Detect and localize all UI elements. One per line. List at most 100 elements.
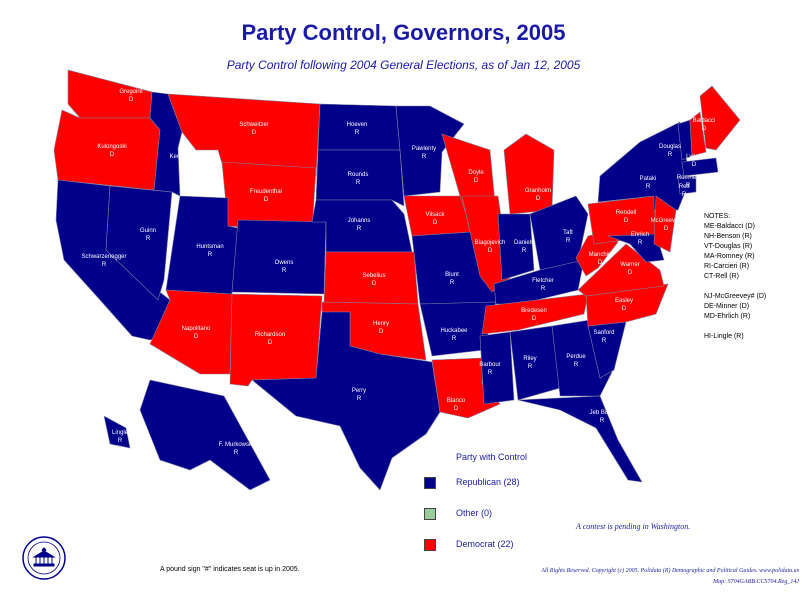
states-layer bbox=[53, 69, 741, 491]
state-label-az: Napolitano D bbox=[182, 326, 211, 340]
state-label-sd: Rounds R bbox=[348, 172, 369, 186]
governor-name: Hoeven bbox=[347, 122, 368, 128]
state-label-sc: Sanford R bbox=[593, 330, 614, 344]
state-label-ga: Perdue R bbox=[566, 354, 586, 368]
governor-name: Schweitzer bbox=[239, 122, 268, 128]
state-or bbox=[53, 109, 161, 191]
governor-party: R bbox=[102, 262, 107, 268]
state-tn bbox=[481, 293, 589, 335]
note-line bbox=[704, 282, 766, 292]
governor-name: Lingle bbox=[112, 430, 129, 436]
state-label-ar: Huckabee R bbox=[440, 328, 468, 342]
governor-party: R bbox=[146, 236, 151, 242]
governor-party: R bbox=[422, 154, 427, 160]
state-label-ks: Sebelius D bbox=[362, 273, 385, 287]
note-line: NH-Benson (R) bbox=[704, 233, 752, 240]
governor-name: Rell bbox=[679, 184, 689, 190]
governor-name: Bredesen bbox=[521, 308, 547, 314]
state-ny bbox=[597, 121, 691, 211]
governor-party: R bbox=[118, 438, 123, 444]
state-label-wv: Manchin D bbox=[589, 252, 612, 266]
governor-party: D bbox=[532, 316, 537, 322]
legend-label-republican: Republican (28) bbox=[456, 477, 520, 487]
governor-party: D bbox=[622, 306, 627, 312]
governor-name: Perdue bbox=[566, 354, 586, 360]
legend-swatch-other bbox=[424, 508, 436, 520]
state-oh bbox=[529, 195, 589, 271]
state-label-ny: Pataki R bbox=[640, 176, 657, 190]
governor-name: Riley bbox=[523, 356, 536, 362]
state-label-or: Kulongoski D bbox=[97, 144, 126, 158]
state-label-me: Baldacci D bbox=[693, 118, 716, 132]
governor-name: Sanford bbox=[593, 330, 614, 336]
state-label-il: Blagojevich D bbox=[475, 240, 506, 254]
governor-name: Rounds bbox=[348, 172, 369, 178]
governor-party: D bbox=[252, 130, 257, 136]
state-nj bbox=[653, 195, 677, 253]
governor-name: Napolitano bbox=[182, 326, 211, 332]
state-label-ms: Barbour R bbox=[479, 362, 500, 376]
note-line bbox=[704, 322, 766, 332]
governor-name: Blunt bbox=[445, 272, 459, 278]
governor-party: R bbox=[668, 152, 673, 158]
state-label-mn: Pawlenty R bbox=[412, 146, 436, 160]
state-label-oh: Taft R bbox=[563, 230, 573, 244]
note-line: VT-Douglas (R) bbox=[704, 243, 753, 250]
governor-party: R bbox=[234, 450, 239, 456]
legend-title: Party with Control bbox=[456, 452, 528, 462]
governor-name: Schwarzenegger bbox=[81, 254, 126, 260]
governor-party: R bbox=[566, 238, 571, 244]
state-sd bbox=[315, 149, 405, 207]
note-line: DE-Minner (D) bbox=[704, 303, 750, 310]
governor-name: Jeb Bush bbox=[589, 410, 614, 416]
governor-name: Owens bbox=[275, 260, 294, 266]
state-co bbox=[231, 219, 327, 295]
governor-name: Richardson bbox=[255, 332, 285, 338]
governor-name: Freudenthal bbox=[250, 189, 282, 195]
governor-party: D bbox=[264, 197, 269, 203]
state-ms bbox=[479, 331, 515, 405]
governor-name: Gregoire bbox=[119, 89, 143, 95]
state-wv bbox=[575, 231, 619, 277]
governor-party: D bbox=[129, 97, 134, 103]
state-label-ky: Fletcher R bbox=[532, 278, 554, 292]
governor-name: Manchin bbox=[589, 252, 612, 258]
state-mn bbox=[395, 105, 465, 197]
notes-box: NOTES: ME-Baldacci (D) NH-Benson (R) VT-… bbox=[704, 212, 766, 342]
pending-note: A contest is pending in Washington. bbox=[576, 522, 691, 531]
polidata-seal-icon bbox=[22, 536, 66, 580]
governor-party: R bbox=[646, 184, 651, 190]
state-nh bbox=[689, 111, 707, 157]
state-in bbox=[497, 213, 535, 281]
governor-name: Romney bbox=[677, 175, 699, 181]
governor-name: Granholm bbox=[525, 188, 551, 194]
governor-party: R bbox=[488, 370, 493, 376]
governor-party: D bbox=[488, 248, 493, 254]
governor-name: Ehrlich bbox=[631, 232, 649, 238]
governor-name: McGreevey bbox=[651, 218, 682, 224]
state-label-ca: Schwarzenegger R bbox=[81, 254, 126, 268]
state-label-ak: F. Murkowski R bbox=[219, 442, 254, 456]
legend-swatch-democrat bbox=[424, 539, 436, 551]
governor-party: R bbox=[682, 192, 687, 198]
governor-name: Vilsack bbox=[426, 212, 446, 218]
state-tx bbox=[251, 311, 441, 491]
state-nm bbox=[229, 293, 323, 387]
governor-party: R bbox=[357, 396, 362, 402]
governor-name: Kulongoski bbox=[97, 144, 126, 150]
legend-swatch-republican bbox=[424, 477, 436, 489]
governor-party: D bbox=[692, 162, 697, 168]
state-label-co: Owens R bbox=[275, 260, 294, 274]
state-label-mi: Granholm D bbox=[525, 188, 551, 202]
state-label-va: Warner D bbox=[620, 262, 639, 276]
note-line: RI-Carcieri (R) bbox=[704, 263, 750, 270]
state-label-nm: Richardson D bbox=[255, 332, 285, 346]
governor-name: Barbour bbox=[479, 362, 500, 368]
state-label-fl: Jeb Bush R bbox=[589, 410, 614, 424]
state-label-mt: Schweitzer D bbox=[239, 122, 268, 136]
state-label-nv: Guinn R bbox=[140, 228, 156, 242]
governor-name: Guinn bbox=[140, 228, 156, 234]
state-label-wy: Freudenthal D bbox=[250, 189, 282, 203]
legend-label-other: Other (0) bbox=[456, 508, 493, 518]
